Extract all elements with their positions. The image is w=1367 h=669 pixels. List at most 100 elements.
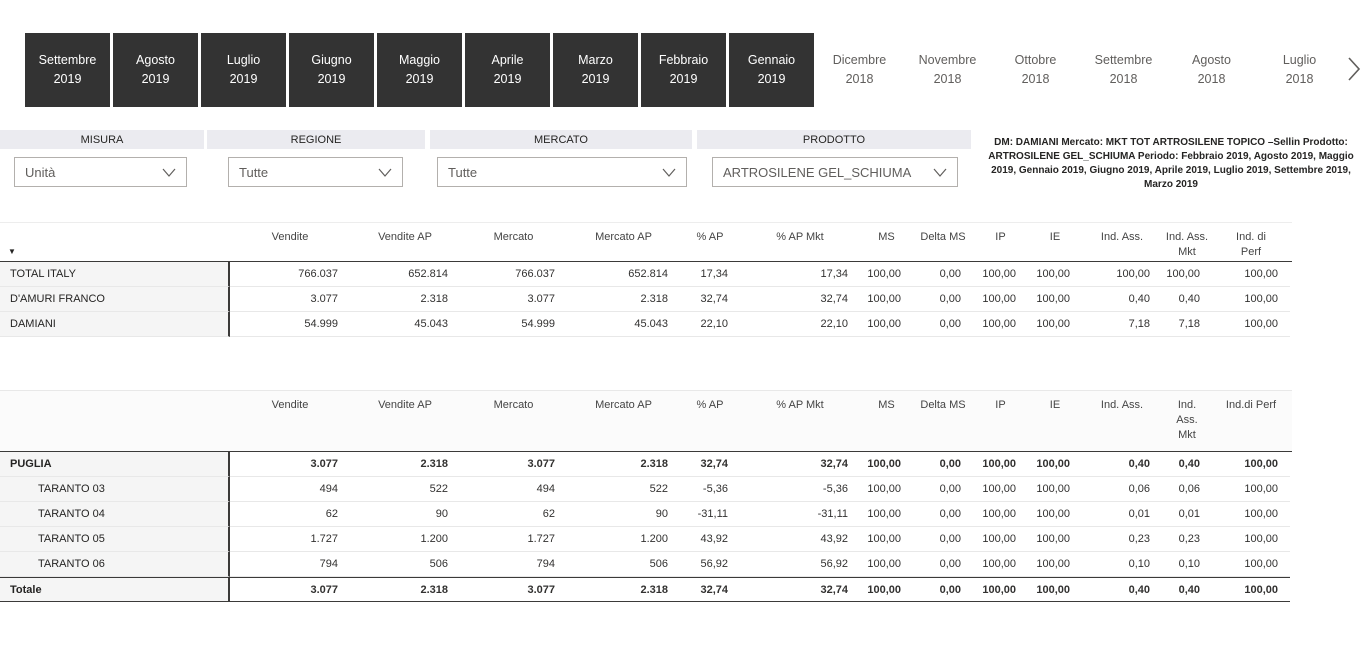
year-label: 2019 [493, 72, 522, 86]
chevron-right-icon[interactable] [1344, 55, 1364, 83]
year-label: 2018 [1021, 72, 1050, 86]
table-cell: 3.077 [460, 452, 567, 477]
year-label: 2018 [845, 72, 874, 86]
month-button[interactable]: Agosto 2019 [113, 33, 198, 107]
column-header[interactable]: Mercato AP [595, 399, 652, 411]
table-cell: 100,00 [1028, 527, 1082, 552]
column-header[interactable]: IE [1049, 399, 1061, 411]
table-cell: 32,74 [740, 577, 860, 602]
table-cell: 3.077 [230, 452, 350, 477]
table-cell: 100,00 [860, 262, 913, 287]
column-header[interactable]: Mercato AP [595, 231, 652, 243]
month-button[interactable]: Settembre 2018 [1081, 33, 1166, 107]
column-header[interactable]: Ind. Ass. Mkt [1165, 231, 1209, 258]
month-button[interactable]: Settembre 2019 [25, 33, 110, 107]
column-header[interactable]: IP [995, 399, 1006, 411]
column-header[interactable]: Vendite AP [378, 231, 432, 243]
column-header[interactable]: Mercato [493, 399, 534, 411]
table-cell: 0,40 [1082, 577, 1162, 602]
month-button[interactable]: Gennaio 2019 [729, 33, 814, 107]
table-cell: 100,00 [973, 577, 1028, 602]
regione-value: Tutte [239, 164, 269, 180]
column-header[interactable]: Ind. Ass. Mkt [1176, 399, 1198, 441]
month-button[interactable]: Maggio 2019 [377, 33, 462, 107]
month-button[interactable]: Dicembre 2018 [817, 33, 902, 107]
month-button[interactable]: Aprile 2019 [465, 33, 550, 107]
table-row[interactable]: TARANTO 05 1.727 1.200 1.727 1.200 43,92 43,92… [0, 527, 1292, 552]
year-label: 2019 [53, 72, 82, 86]
month-button[interactable]: Luglio 2019 [201, 33, 286, 107]
column-header[interactable]: % AP [696, 231, 724, 243]
misura-value: Unità [25, 164, 56, 180]
month-button[interactable]: Agosto 2018 [1169, 33, 1254, 107]
month-button[interactable]: Giugno 2019 [289, 33, 374, 107]
column-header[interactable]: Mercato [493, 231, 534, 243]
year-label: 2018 [1285, 72, 1314, 86]
column-header[interactable]: Vendite [271, 231, 309, 243]
regione-dropdown[interactable]: Tutte [228, 157, 403, 187]
month-button[interactable]: Ottobre 2018 [993, 33, 1078, 107]
region-detail-table: Vendite Vendite AP Mercato Mercato AP % AP % … [0, 390, 1292, 602]
table-cell: 794 [230, 552, 350, 577]
table-row[interactable]: TOTAL ITALY 766.037 652.814 766.037 652.814 1… [0, 262, 1292, 287]
year-label: 2019 [229, 72, 258, 86]
column-header[interactable]: Ind. Ass. [1100, 231, 1144, 243]
mercato-value: Tutte [448, 164, 478, 180]
column-header[interactable]: MS [878, 231, 895, 243]
table-row[interactable]: TARANTO 03 494 522 494 522 -5,36 -5,36 100,00 0,… [0, 477, 1292, 502]
column-header[interactable] [0, 391, 230, 451]
month-label: Giugno [311, 52, 352, 67]
table-row[interactable]: TARANTO 04 62 90 62 90 -31,11 -31,11 100,00 0,00… [0, 502, 1292, 527]
table-row[interactable]: D'AMURI FRANCO 3.077 2.318 3.077 2.318 32,74 3… [0, 287, 1292, 312]
table-cell: 32,74 [680, 577, 740, 602]
table-cell: 766.037 [230, 262, 350, 287]
table-cell: 522 [567, 477, 680, 502]
table-cell: -5,36 [680, 477, 740, 502]
table-cell: 1.727 [460, 527, 567, 552]
column-header[interactable]: % AP Mkt [776, 231, 824, 243]
month-button[interactable]: Febbraio 2019 [641, 33, 726, 107]
column-header[interactable]: MS [878, 399, 895, 411]
column-header[interactable]: Vendite [271, 399, 309, 411]
table-cell: 0,01 [1162, 502, 1212, 527]
table-cell: 100,00 [973, 287, 1028, 312]
table-cell: -31,11 [680, 502, 740, 527]
month-button[interactable]: Marzo 2019 [553, 33, 638, 107]
filter-label-misura: MISURA [0, 130, 204, 149]
chevron-down-icon [378, 168, 392, 177]
month-label: Settembre [38, 52, 97, 67]
table-cell: 0,01 [1082, 502, 1162, 527]
column-header[interactable]: IP [995, 231, 1006, 243]
month-button[interactable]: Luglio 2018 [1257, 33, 1342, 107]
column-header[interactable]: Delta MS [920, 231, 966, 243]
table-cell: 0,40 [1082, 287, 1162, 312]
filter-label-mercato: MERCATO [430, 130, 692, 149]
table-cell: 17,34 [740, 262, 860, 287]
table-cell: 100,00 [973, 312, 1028, 337]
territory-table: Vendite Vendite AP Mercato Mercato AP % AP % … [0, 222, 1292, 337]
prodotto-dropdown[interactable]: ARTROSILENE GEL_SCHIUMA [712, 157, 958, 187]
column-header[interactable]: Ind. di Perf [1236, 231, 1266, 258]
column-header[interactable]: % AP Mkt [776, 399, 824, 411]
column-header[interactable]: Ind.di Perf [1225, 399, 1277, 411]
column-header[interactable] [0, 223, 230, 261]
table-cell: 100,00 [1212, 287, 1290, 312]
table-row[interactable]: Totale 3.077 2.318 3.077 2.318 32,74 32,74 100,… [0, 577, 1292, 602]
filter-label-prodotto: PRODOTTO [697, 130, 971, 149]
column-header[interactable]: Delta MS [920, 399, 966, 411]
table-row[interactable]: DAMIANI 54.999 45.043 54.999 45.043 22,10 22,1… [0, 312, 1292, 337]
filter-arrow-icon[interactable]: ▼ [8, 247, 16, 256]
table-row[interactable]: PUGLIA 3.077 2.318 3.077 2.318 32,74 32,74 100,… [0, 452, 1292, 477]
table-row[interactable]: TARANTO 06 794 506 794 506 56,92 56,92 100,00 0,… [0, 552, 1292, 577]
table-cell: -5,36 [740, 477, 860, 502]
mercato-dropdown[interactable]: Tutte [437, 157, 687, 187]
month-button[interactable]: Novembre 2018 [905, 33, 990, 107]
table-cell: 3.077 [230, 287, 350, 312]
column-header[interactable]: Ind. Ass. [1100, 399, 1144, 411]
column-header[interactable]: IE [1049, 231, 1061, 243]
misura-dropdown[interactable]: Unità [14, 157, 187, 187]
column-header[interactable]: % AP [696, 399, 724, 411]
column-header[interactable]: Vendite AP [378, 399, 432, 411]
table-cell: 45.043 [567, 312, 680, 337]
